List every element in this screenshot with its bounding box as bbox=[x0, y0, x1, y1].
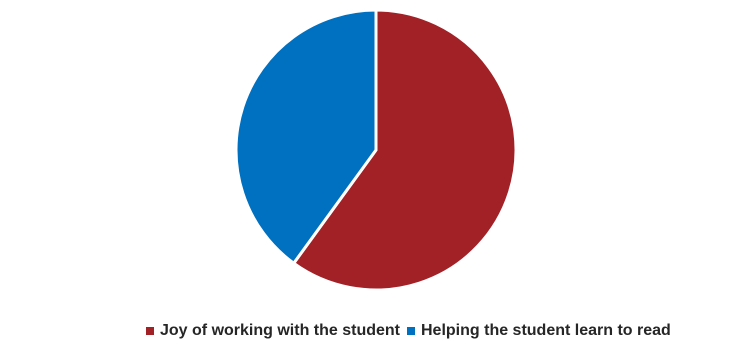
legend-item-helping: Helping the student learn to read bbox=[407, 322, 671, 340]
legend-item-joy: Joy of working with the student bbox=[146, 322, 400, 340]
legend-label-helping: Helping the student learn to read bbox=[421, 322, 671, 339]
legend-label-joy: Joy of working with the student bbox=[160, 322, 400, 339]
pie-slice-joy bbox=[292, 8, 518, 292]
chart-legend: Joy of working with the student Helping … bbox=[0, 322, 753, 352]
pie-slices bbox=[234, 8, 518, 292]
pie-slice-helping bbox=[234, 8, 378, 265]
legend-swatch-helping bbox=[407, 327, 415, 335]
legend-swatch-joy bbox=[146, 327, 154, 335]
